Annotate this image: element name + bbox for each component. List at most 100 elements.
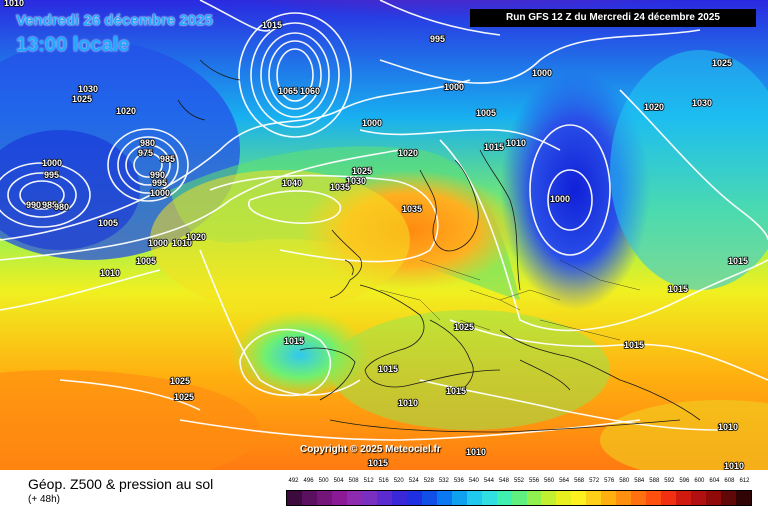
isobar-label: 1025 [712, 58, 732, 68]
scale-swatch [406, 491, 422, 505]
scale-swatch [287, 491, 302, 505]
scale-swatch [361, 491, 377, 505]
isobar-lines [0, 0, 768, 440]
isobar-label: 1010 [100, 268, 120, 278]
scale-label: 496 [303, 478, 314, 484]
scale-swatch [571, 491, 587, 505]
isobar-label: 1020 [116, 106, 136, 116]
isobar-label: 1030 [78, 84, 98, 94]
isobar-label: 1010 [506, 138, 526, 148]
coastlines [177, 59, 701, 433]
isobar-label: 1000 [362, 118, 382, 128]
isobar-label: 980 [140, 138, 155, 148]
isobar-label: 1000 [148, 238, 168, 248]
scale-label: 568 [574, 478, 585, 484]
scale-label: 596 [679, 478, 690, 484]
scale-swatch [421, 491, 437, 505]
color-scale-labels: 492 496 500 504 508 512 516 520 524 528 532 536 540 5… [286, 478, 752, 488]
scale-label: 588 [649, 478, 660, 484]
isobar-label: 1040 [282, 178, 302, 188]
color-scale-bar [286, 490, 752, 506]
scale-swatch [481, 491, 497, 505]
isobar-label: 1000 [532, 68, 552, 78]
isobar-label: 1005 [476, 108, 496, 118]
isobar-label: 1000 [42, 158, 62, 168]
scale-label: 576 [604, 478, 615, 484]
scale-swatch [391, 491, 407, 505]
borders [379, 259, 641, 341]
scale-label: 528 [423, 478, 434, 484]
scale-swatch [526, 491, 542, 505]
scale-label: 544 [483, 478, 494, 484]
isobar-label: 1015 [378, 364, 398, 374]
weather-map: 1015 995 1000 1025 1030 1020 1030 1025 1020 1065 1… [0, 0, 768, 470]
forecast-date: Vendredi 26 décembre 2025 [16, 12, 213, 29]
scale-swatch [451, 491, 467, 505]
isobar-label: 1010 [4, 0, 24, 8]
isobar-label: 1015 [446, 386, 466, 396]
scale-label: 560 [544, 478, 555, 484]
scale-swatch [556, 491, 572, 505]
isobar-label: 1015 [484, 142, 504, 152]
isobar-label: 1025 [352, 166, 372, 176]
isobar-label: 985 [42, 200, 57, 210]
map-title: Géop. Z500 & pression au sol [28, 476, 214, 492]
scale-label: 556 [529, 478, 540, 484]
scale-swatch [676, 491, 692, 505]
isobar-label: 980 [54, 202, 69, 212]
isobar-label: 1015 [262, 20, 282, 30]
isobar-label: 995 [152, 178, 167, 188]
scale-swatch [436, 491, 452, 505]
scale-label: 552 [513, 478, 524, 484]
isobar-label: 990 [150, 170, 165, 180]
scale-swatch [631, 491, 647, 505]
scale-swatch [646, 491, 662, 505]
scale-label: 608 [724, 478, 735, 484]
scale-swatch [376, 491, 392, 505]
scale-label: 516 [378, 478, 389, 484]
scale-swatch [706, 491, 722, 505]
isobar-label: 1065 [278, 86, 298, 96]
scale-label: 520 [393, 478, 404, 484]
scale-swatch [661, 491, 677, 505]
copyright: Copyright © 2025 Meteociel.fr [300, 444, 441, 455]
isobar-label: 1020 [186, 232, 206, 242]
scale-swatch [691, 491, 707, 505]
scale-swatch [721, 491, 737, 505]
scale-swatch [736, 491, 752, 505]
scale-label: 592 [664, 478, 675, 484]
scale-label: 508 [348, 478, 359, 484]
forecast-time: 13:00 locale [16, 34, 130, 56]
scale-label: 492 [288, 478, 299, 484]
isobar-label: 1010 [718, 422, 738, 432]
isobar-label: 1025 [72, 94, 92, 104]
scale-label: 564 [559, 478, 570, 484]
scale-label: 604 [709, 478, 720, 484]
isobar-label: 1000 [150, 188, 170, 198]
isobar-label: 995 [430, 34, 445, 44]
isobar-label: 975 [138, 148, 153, 158]
scale-label: 540 [468, 478, 479, 484]
scale-label: 500 [318, 478, 329, 484]
isobar-label: 1005 [136, 256, 156, 266]
isobar-label: 1035 [402, 204, 422, 214]
scale-label: 512 [363, 478, 374, 484]
isobar-label: 995 [44, 170, 59, 180]
isobar-label: 1025 [174, 392, 194, 402]
scale-label: 504 [333, 478, 344, 484]
scale-label: 580 [619, 478, 630, 484]
isobar-label: 1010 [172, 238, 192, 248]
scale-swatch [466, 491, 482, 505]
scale-swatch [541, 491, 557, 505]
scale-swatch [346, 491, 362, 505]
scale-swatch [586, 491, 602, 505]
isobar-label: 1015 [368, 458, 388, 468]
scale-swatch [331, 491, 347, 505]
isobar-label: 1025 [170, 376, 190, 386]
isobar-label: 1030 [692, 98, 712, 108]
isobar-label: 1025 [454, 322, 474, 332]
isobar-label: 1030 [346, 176, 366, 186]
scale-label: 612 [739, 478, 750, 484]
isobar-label: 1010 [724, 461, 744, 470]
